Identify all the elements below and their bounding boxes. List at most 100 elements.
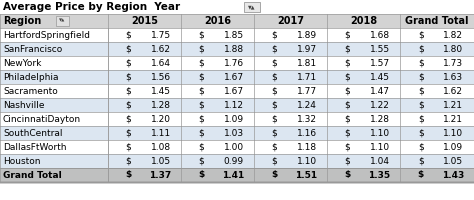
Text: $: $ — [199, 100, 204, 110]
Text: 1.09: 1.09 — [224, 114, 244, 123]
Text: 1.63: 1.63 — [443, 72, 464, 82]
Text: $: $ — [418, 86, 424, 96]
Text: 1.71: 1.71 — [297, 72, 317, 82]
Text: 2015: 2015 — [131, 16, 158, 26]
Text: 2017: 2017 — [277, 16, 304, 26]
Text: 1.62: 1.62 — [443, 86, 463, 96]
Text: $: $ — [272, 114, 277, 123]
Text: $: $ — [345, 30, 350, 40]
Text: 1.68: 1.68 — [370, 30, 390, 40]
Text: 1.35: 1.35 — [368, 170, 391, 180]
Text: $: $ — [418, 170, 424, 180]
Text: 1.10: 1.10 — [297, 156, 317, 166]
Text: $: $ — [199, 142, 204, 152]
Text: Nashville: Nashville — [3, 100, 45, 110]
Text: $: $ — [418, 30, 424, 40]
Text: 1.11: 1.11 — [151, 129, 171, 138]
Text: 1.97: 1.97 — [297, 45, 317, 53]
Text: $: $ — [126, 86, 131, 96]
Text: Grand Total: Grand Total — [405, 16, 469, 26]
Bar — [327, 14, 400, 28]
Bar — [0, 98, 474, 112]
Text: 0.99: 0.99 — [224, 156, 244, 166]
Text: $: $ — [345, 142, 350, 152]
Text: Grand Total: Grand Total — [3, 170, 62, 180]
Text: $: $ — [272, 58, 277, 68]
Text: 1.05: 1.05 — [151, 156, 171, 166]
Text: 1.28: 1.28 — [151, 100, 171, 110]
Text: 1.16: 1.16 — [297, 129, 317, 138]
Bar — [0, 56, 474, 70]
Text: Houston: Houston — [3, 156, 40, 166]
Text: 1.05: 1.05 — [443, 156, 464, 166]
Bar — [0, 42, 474, 56]
Text: 1.88: 1.88 — [224, 45, 244, 53]
Bar — [254, 14, 327, 28]
Text: $: $ — [271, 170, 278, 180]
Text: $: $ — [418, 129, 424, 138]
Text: $: $ — [272, 72, 277, 82]
Text: $: $ — [272, 86, 277, 96]
Text: 1.75: 1.75 — [151, 30, 171, 40]
Text: DallasFtWorth: DallasFtWorth — [3, 142, 66, 152]
Text: Philadelphia: Philadelphia — [3, 72, 58, 82]
Text: HartfordSpringfield: HartfordSpringfield — [3, 30, 90, 40]
Text: 1.32: 1.32 — [297, 114, 317, 123]
Bar — [0, 140, 474, 154]
Text: 1.55: 1.55 — [370, 45, 390, 53]
Text: 1.20: 1.20 — [151, 114, 171, 123]
Text: 1.43: 1.43 — [442, 170, 465, 180]
Bar — [0, 70, 474, 84]
Text: ▼▲: ▼▲ — [59, 19, 65, 23]
Text: 2018: 2018 — [350, 16, 377, 26]
Text: 1.47: 1.47 — [370, 86, 390, 96]
Text: $: $ — [199, 129, 204, 138]
Text: $: $ — [126, 45, 131, 53]
Bar — [0, 154, 474, 168]
Text: 1.56: 1.56 — [151, 72, 171, 82]
Text: $: $ — [272, 142, 277, 152]
Text: 1.08: 1.08 — [151, 142, 171, 152]
Text: $: $ — [199, 58, 204, 68]
Bar — [0, 168, 474, 182]
Text: $: $ — [345, 100, 350, 110]
Text: 1.10: 1.10 — [370, 129, 390, 138]
Text: $: $ — [126, 129, 131, 138]
Text: $: $ — [126, 72, 131, 82]
Bar — [0, 126, 474, 140]
Bar — [400, 14, 474, 28]
Text: CincinnatiDayton: CincinnatiDayton — [3, 114, 81, 123]
Text: $: $ — [199, 114, 204, 123]
Bar — [0, 28, 474, 42]
Text: $: $ — [344, 170, 351, 180]
Bar — [0, 112, 474, 126]
Text: 1.64: 1.64 — [151, 58, 171, 68]
Bar — [0, 84, 474, 98]
Text: 1.12: 1.12 — [224, 100, 244, 110]
Text: 1.80: 1.80 — [443, 45, 464, 53]
Text: 1.81: 1.81 — [297, 58, 317, 68]
Text: 1.28: 1.28 — [370, 114, 390, 123]
Text: 1.21: 1.21 — [443, 100, 463, 110]
Text: 1.82: 1.82 — [443, 30, 463, 40]
Bar — [0, 0, 474, 14]
Text: $: $ — [272, 45, 277, 53]
Text: ▼▲: ▼▲ — [248, 4, 256, 9]
Text: $: $ — [126, 142, 131, 152]
Text: 1.89: 1.89 — [297, 30, 317, 40]
Text: $: $ — [418, 114, 424, 123]
Text: 1.85: 1.85 — [224, 30, 244, 40]
Text: $: $ — [418, 142, 424, 152]
Text: $: $ — [199, 86, 204, 96]
Text: 1.51: 1.51 — [295, 170, 318, 180]
Text: $: $ — [199, 156, 204, 166]
Text: 1.73: 1.73 — [443, 58, 464, 68]
Text: SanFrancisco: SanFrancisco — [3, 45, 62, 53]
Text: $: $ — [418, 100, 424, 110]
Text: 1.18: 1.18 — [297, 142, 317, 152]
Text: 1.41: 1.41 — [222, 170, 245, 180]
Text: 1.03: 1.03 — [224, 129, 244, 138]
Text: $: $ — [126, 156, 131, 166]
Text: 1.45: 1.45 — [151, 86, 171, 96]
Text: $: $ — [345, 58, 350, 68]
